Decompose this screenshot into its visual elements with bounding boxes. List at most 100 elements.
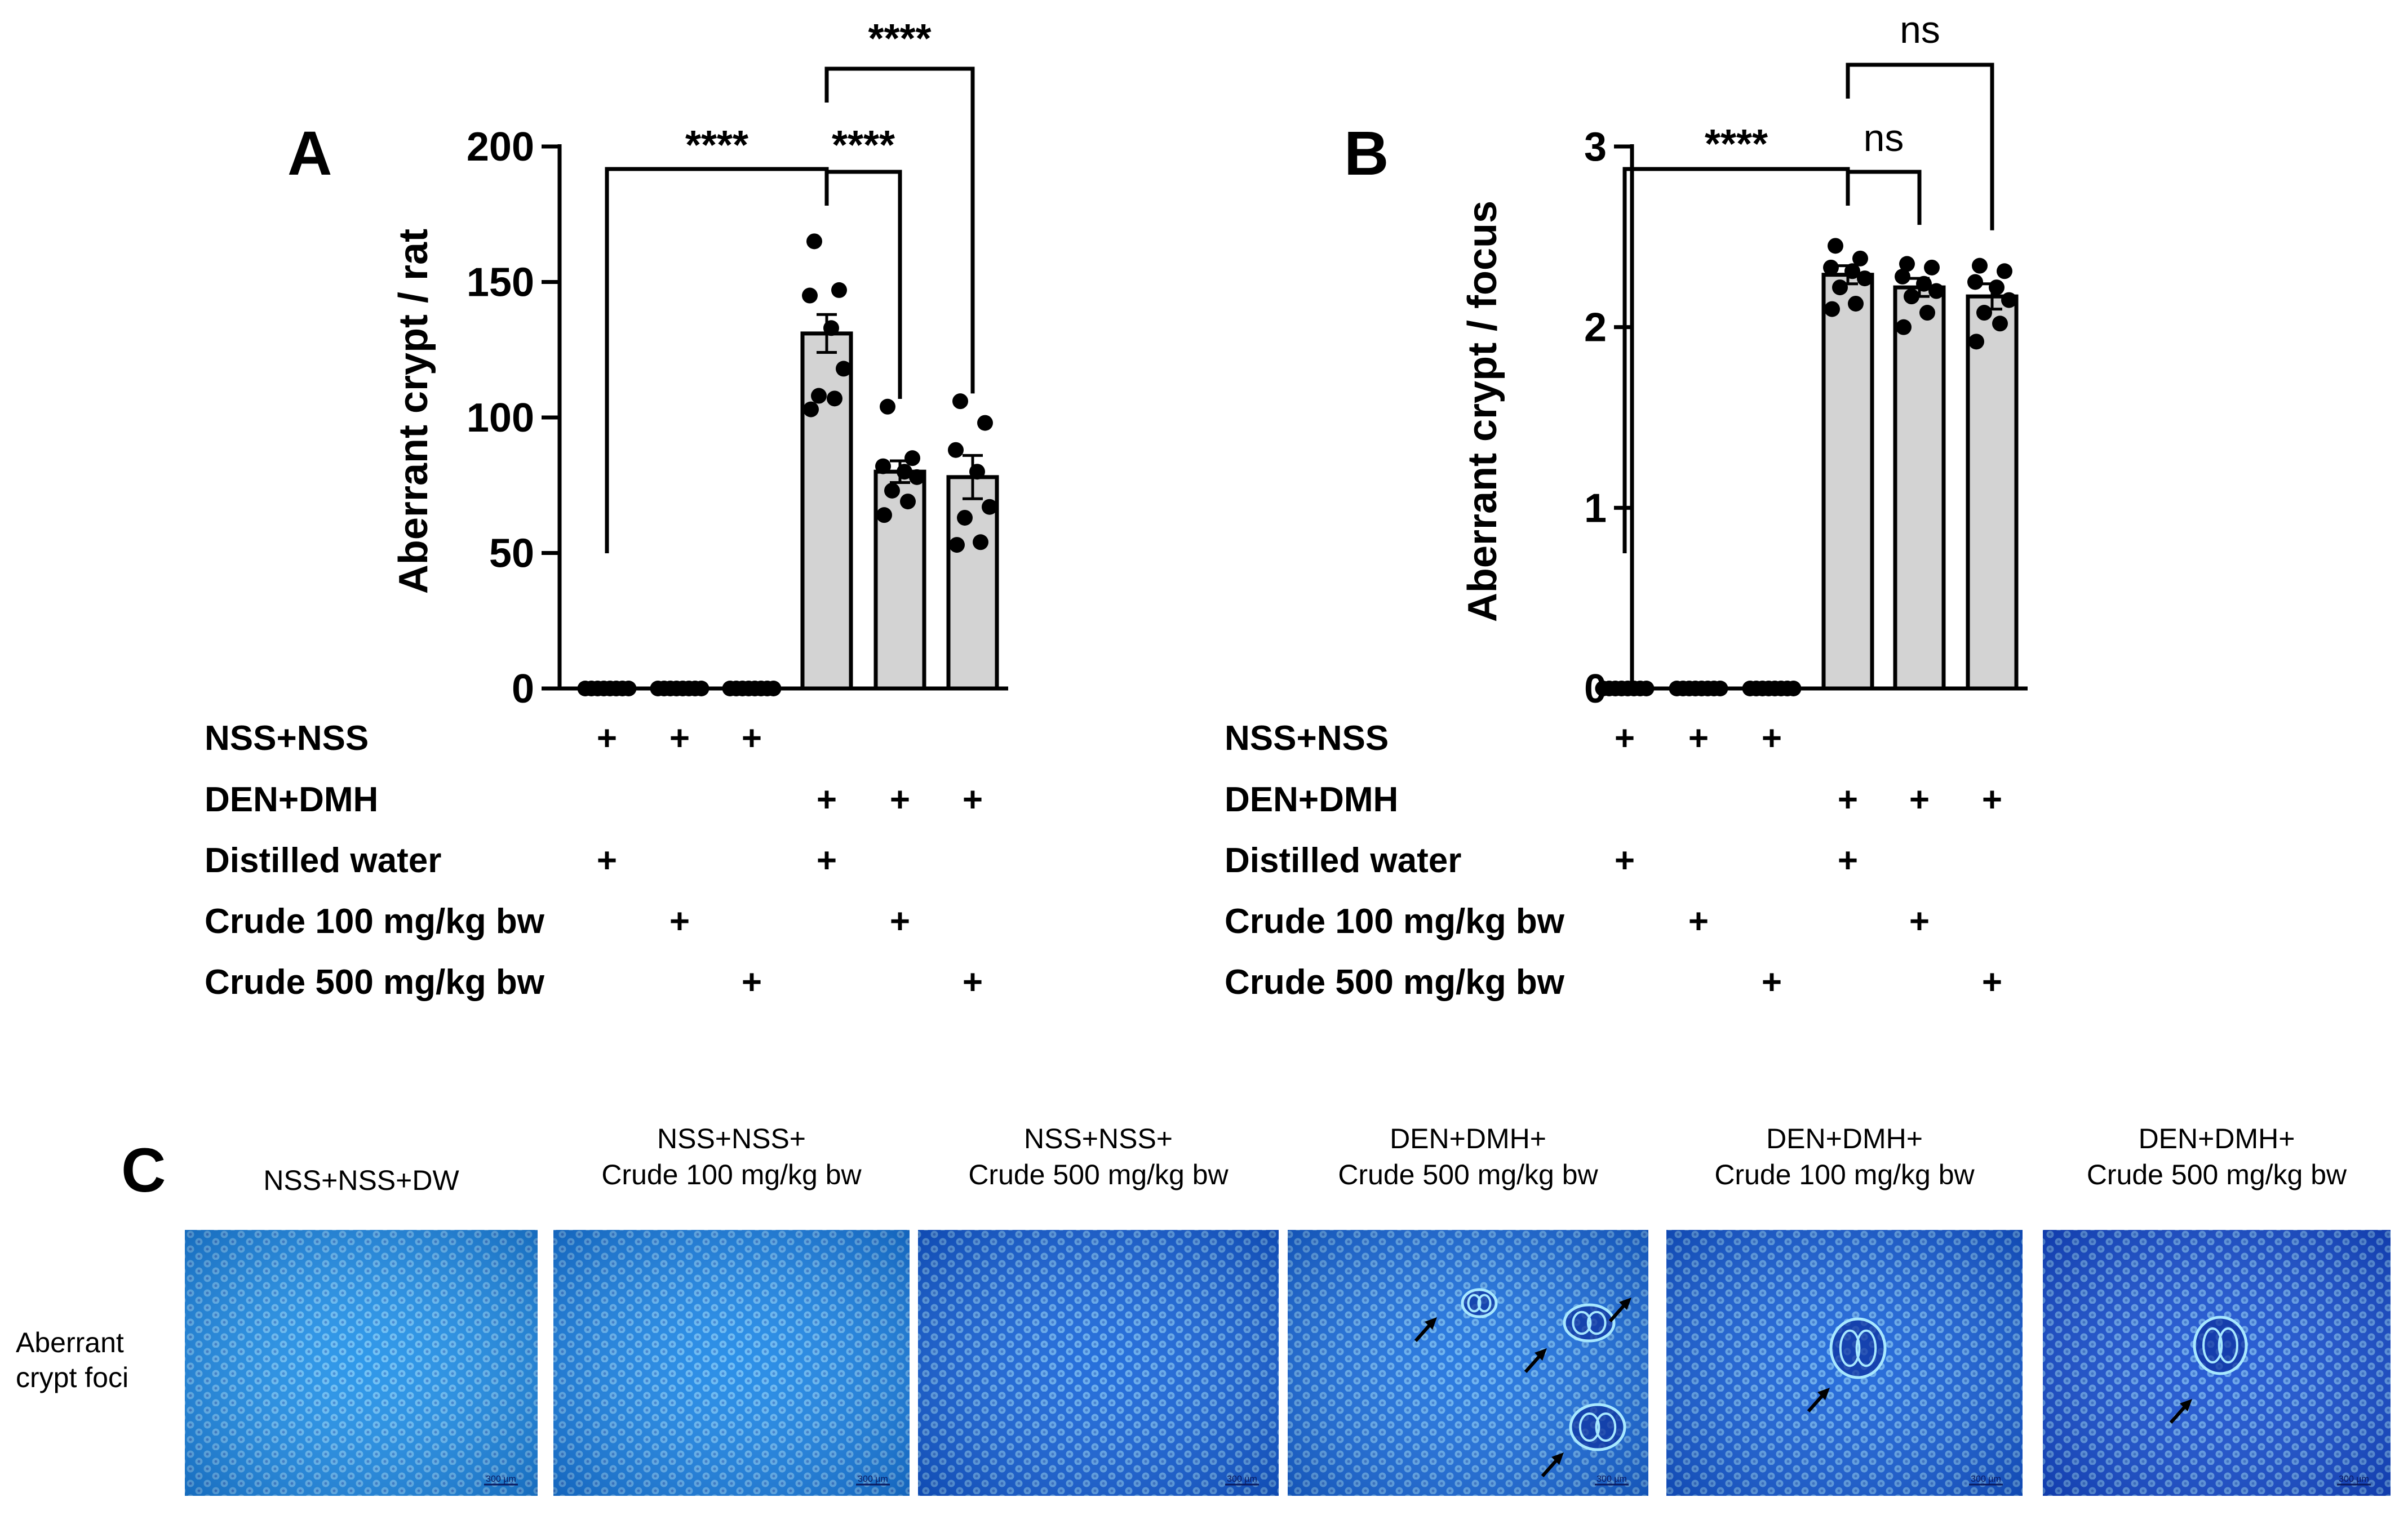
chart-a-y-tick-label-4: 200: [467, 125, 534, 170]
focus-arrow-head-5-0: [2180, 1399, 2192, 1411]
chart-b-treatment-mark-3-4: +: [1909, 902, 1930, 941]
chart-a-bracket-1: [824, 170, 902, 399]
micrograph-row-label-line2: crypt foci: [16, 1362, 128, 1393]
chart-a-treatment-mark-2-0: +: [597, 841, 617, 880]
treatment-label-a-4: Crude 500 mg/kg bw: [205, 963, 545, 1002]
chart-b-point-3-6: [1848, 295, 1864, 312]
treatment-label-b-2: Distilled water: [1225, 841, 1461, 880]
chart-b-bracket-0: [1622, 167, 1850, 553]
chart-b-point-5-4: [2001, 292, 2017, 308]
chart-b-treatment-mark-2-3: +: [1838, 841, 1858, 880]
micrograph-title-line2-3: Crude 500 mg/kg bw: [1338, 1159, 1598, 1190]
scale-bar-label-4: 300 µm: [1971, 1474, 2001, 1484]
aberrant-crypt-lumen-a-3-0: [1467, 1294, 1482, 1313]
chart-a-y-tick-label-3: 150: [467, 260, 534, 305]
chart-a-treatment-mark-1-5: +: [963, 780, 983, 819]
chart-a-point-5-3: [969, 464, 985, 480]
focus-arrow-head-3-3: [1551, 1452, 1564, 1465]
chart-b-bracket-2: [1846, 63, 1994, 230]
chart-a-bracket-2: [824, 66, 975, 394]
chart-b-point-5-2: [1967, 274, 1983, 290]
chart-a-treatment-mark-0-2: +: [742, 719, 762, 758]
chart-b-treatment-mark-4-5: +: [1982, 963, 2002, 1002]
aberrant-crypt-lumen-a-4-0: [1839, 1329, 1861, 1367]
chart-a-bracket-0: [605, 167, 829, 553]
chart-b-point-3-5: [1832, 279, 1848, 296]
chart-b-bracket-1: [1846, 170, 1922, 225]
treatment-rows-a: NSS+NSS DEN+DMH Distilled water Crude 10…: [205, 719, 983, 1002]
micrograph-title-line1-2: NSS+NSS+: [1024, 1123, 1173, 1154]
chart-b-treatment-mark-0-1: +: [1688, 719, 1709, 758]
chart-a-treatment-mark-3-4: +: [890, 902, 910, 941]
micrograph-shading-3: [1288, 1230, 1648, 1496]
chart-a-point-4-7: [876, 507, 892, 523]
chart-a-bracket-label-2: ****: [868, 16, 931, 61]
chart-b-point-4-0: [1899, 256, 1915, 272]
chart-b-bar-3: [1821, 273, 1874, 691]
chart-a-point-5-5: [957, 509, 973, 526]
y-axis-label-a: Aberrant crypt / rat: [391, 229, 436, 594]
chart-a-point-5-7: [949, 537, 965, 553]
chart-a-point-5-6: [973, 534, 988, 550]
chart-b-point-1-7: [1712, 681, 1728, 696]
chart-b-treatment-mark-1-3: +: [1838, 780, 1858, 819]
chart-a-y-tick-label-1: 50: [489, 531, 534, 576]
chart-b-bracket-label-0: ****: [1705, 122, 1768, 167]
micrograph-title-line1-3: DEN+DMH+: [1390, 1123, 1546, 1154]
chart-a-bracket-label-0: ****: [685, 123, 748, 168]
chart-a-bar-3: [800, 331, 853, 691]
chart-a-point-4-2: [875, 458, 891, 474]
micrograph-1: 300 µm: [553, 1230, 910, 1496]
chart-b-point-2-7: [1785, 681, 1802, 696]
chart-a-point-3-4: [836, 361, 852, 377]
chart-b-point-3-3: [1844, 263, 1860, 279]
chart-a-point-3-6: [827, 390, 842, 407]
chart-b-point-3-2: [1823, 259, 1839, 276]
chart-b-treatment-mark-0-2: +: [1762, 719, 1782, 758]
chart-a-point-4-5: [884, 482, 900, 499]
chart-b-point-3-4: [1857, 270, 1873, 287]
treatment-label-b-4: Crude 500 mg/kg bw: [1225, 963, 1565, 1002]
chart-b-point-3-0: [1828, 238, 1843, 254]
chart-a-point-3-2: [802, 287, 818, 304]
chart-b-treatment-mark-2-0: +: [1615, 841, 1635, 880]
chart-b-y-tick-label-2: 2: [1584, 305, 1607, 350]
micrograph-panel: Aberrant crypt foci 300 µm NSS+NSS+DW 300 …: [16, 1123, 2391, 1496]
micrograph-title-line2-1: Crude 100 mg/kg bw: [601, 1159, 862, 1190]
scale-bar-label-2: 300 µm: [1227, 1474, 1257, 1484]
chart-a-treatment-mark-0-0: +: [597, 719, 617, 758]
chart-a-point-3-3: [823, 320, 839, 336]
chart-a-point-3-1: [831, 282, 847, 298]
chart-b-point-4-5: [1904, 288, 1919, 305]
chart-b-point-5-3: [1989, 279, 2005, 296]
chart-b-y-tick-label-1: 1: [1584, 486, 1607, 531]
treatment-label-a-2: Distilled water: [205, 841, 441, 880]
micrograph-shading-2: [918, 1230, 1279, 1496]
scale-bar-label-5: 300 µm: [2339, 1474, 2369, 1484]
chart-a-treatment-mark-0-1: +: [669, 719, 690, 758]
micrograph-4: 300 µm: [1666, 1230, 2023, 1496]
aberrant-crypt-focus-3-1: [1563, 1303, 1616, 1343]
chart-b-point-4-4: [1928, 283, 1944, 299]
aberrant-crypt-lumen-b-5-0: [2218, 1327, 2238, 1363]
chart-a-point-4-4: [909, 469, 925, 485]
chart-a-point-1-7: [693, 681, 709, 696]
aberrant-crypt-lumen-b-3-2: [1595, 1412, 1617, 1442]
micrograph-title-line1-0: NSS+NSS+DW: [263, 1165, 459, 1196]
chart-a-point-3-5: [811, 388, 827, 404]
treatment-label-a-3: Crude 100 mg/kg bw: [205, 902, 545, 941]
focus-arrow-head-4-0: [1817, 1388, 1830, 1400]
focus-arrow-head-3-0: [1425, 1317, 1437, 1330]
chart-a-treatment-mark-2-3: +: [817, 841, 837, 880]
chart-a-treatment-mark-1-4: +: [890, 780, 910, 819]
scale-bar-label-1: 300 µm: [858, 1474, 888, 1484]
chart-b-point-0-7: [1638, 681, 1655, 696]
aberrant-crypt-lumen-a-3-2: [1578, 1412, 1600, 1442]
chart-b-point-4-1: [1924, 259, 1940, 276]
chart-a-point-3-7: [803, 401, 819, 417]
micrograph-title-line2-2: Crude 500 mg/kg bw: [968, 1159, 1229, 1190]
chart-a: Aberrant crypt / rat NSS+NSS DEN+DMH Dis…: [205, 16, 1008, 1002]
micrograph-title-line2-4: Crude 100 mg/kg bw: [1714, 1159, 1975, 1190]
micrograph-shading-1: [553, 1230, 910, 1496]
